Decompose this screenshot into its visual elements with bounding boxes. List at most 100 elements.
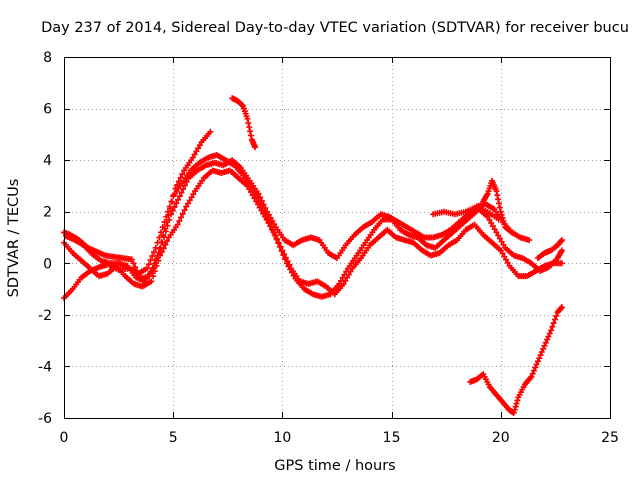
data-point [183, 178, 190, 185]
y-tick-label: 0 [43, 256, 52, 272]
data-point [172, 185, 179, 192]
data-point [178, 214, 185, 221]
data-point [246, 186, 253, 193]
data-point [157, 229, 164, 236]
data-point [488, 220, 495, 227]
data-point [155, 249, 162, 256]
data-point [176, 217, 183, 224]
data-point [159, 239, 166, 246]
data-point [166, 216, 173, 223]
data-point [265, 211, 272, 218]
data-point [267, 214, 274, 221]
data-point [540, 345, 547, 352]
data-point [532, 364, 539, 371]
data-point [558, 260, 565, 267]
data-point [257, 194, 264, 201]
data-point [195, 145, 202, 152]
data-point [264, 208, 271, 215]
data-point [500, 241, 507, 248]
data-point [345, 271, 352, 278]
data-point [258, 207, 265, 214]
data-point [541, 342, 548, 349]
data-point [148, 278, 155, 285]
data-point [282, 254, 289, 261]
x-tick-label: 10 [273, 430, 291, 446]
series-track-g [430, 203, 502, 223]
data-point [512, 403, 519, 410]
data-point [162, 228, 169, 235]
data-point [550, 320, 557, 327]
data-point [179, 171, 186, 178]
data-point [496, 200, 503, 207]
x-tick-label: 0 [60, 430, 69, 446]
x-tick-label: 25 [601, 430, 619, 446]
data-point [529, 370, 536, 377]
data-point [133, 268, 140, 275]
data-point [551, 316, 558, 323]
data-point [558, 238, 565, 245]
data-point [132, 264, 139, 271]
data-point [255, 190, 262, 197]
data-point [494, 192, 501, 199]
data-point [347, 268, 354, 275]
data-point [171, 204, 178, 211]
data-point [545, 333, 552, 340]
data-point [508, 229, 515, 236]
data-point [247, 189, 254, 196]
data-point [180, 186, 187, 193]
data-point [173, 200, 180, 207]
data-point [534, 358, 541, 365]
data-point [189, 154, 196, 161]
data-point [537, 352, 544, 359]
data-point [150, 248, 157, 255]
y-tick-label: -6 [38, 411, 52, 427]
data-point [511, 406, 518, 413]
data-point [247, 132, 254, 139]
data-point [498, 211, 505, 218]
data-point [164, 222, 171, 229]
data-point [279, 247, 286, 254]
data-point [251, 195, 258, 202]
data-point [262, 205, 269, 212]
series-track-d [63, 157, 533, 285]
grid-layer [64, 57, 610, 418]
data-point [260, 201, 267, 208]
y-tick-label: 6 [43, 102, 52, 118]
data-point [538, 348, 545, 355]
data-point [263, 216, 270, 223]
data-point [491, 226, 498, 233]
data-point [256, 204, 263, 211]
data-point [181, 207, 188, 214]
data-point [270, 229, 277, 236]
data-point [558, 305, 565, 312]
data-point [152, 260, 159, 267]
data-point [253, 198, 260, 205]
data-point [495, 232, 502, 239]
data-point [247, 128, 254, 135]
data-point [268, 226, 275, 233]
data-point [178, 189, 185, 196]
data-point [260, 210, 267, 217]
y-tick-label: 8 [43, 50, 52, 66]
data-point [277, 243, 284, 250]
data-point [168, 198, 175, 205]
data-point [498, 238, 505, 245]
y-tick-label: -2 [38, 308, 52, 324]
data-point [252, 144, 259, 151]
data-point [528, 373, 535, 380]
data-point [149, 253, 156, 260]
data-point [170, 192, 177, 199]
data-point [500, 217, 507, 224]
data-point [496, 235, 503, 242]
data-point [271, 221, 278, 228]
data-point [154, 255, 161, 262]
data-point [150, 265, 157, 272]
data-point [514, 397, 521, 404]
data-point [548, 327, 555, 334]
data-point [281, 251, 288, 258]
y-tick-label: 2 [43, 205, 52, 221]
data-point [274, 236, 281, 243]
data-point [157, 244, 164, 251]
